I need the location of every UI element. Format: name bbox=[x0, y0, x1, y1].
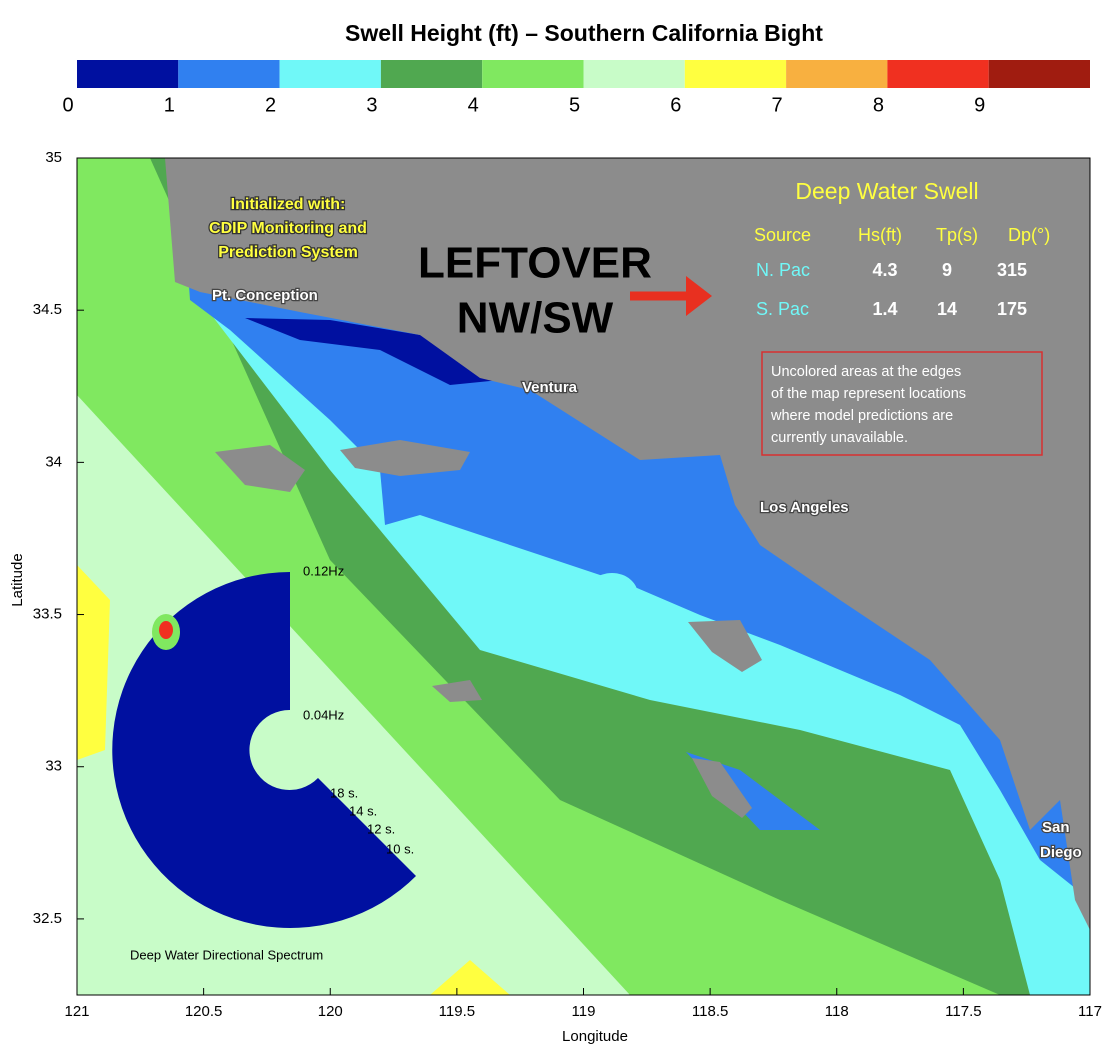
arrow bbox=[686, 276, 712, 316]
colorbar-tick-label: 7 bbox=[772, 94, 783, 116]
table-value: 14 bbox=[937, 299, 957, 319]
colorbar-segment bbox=[684, 60, 787, 88]
x-tick-label: 119.5 bbox=[439, 1003, 475, 1020]
swell-zone bbox=[430, 960, 510, 995]
note-box bbox=[761, 351, 1043, 456]
colorbar-segment bbox=[988, 60, 1090, 88]
callout: LEFTOVER bbox=[418, 239, 652, 288]
island bbox=[432, 680, 482, 702]
y-tick-label: 32.5 bbox=[33, 910, 62, 927]
colorbar-segment bbox=[887, 60, 989, 88]
place-label: Pt. Conception bbox=[212, 287, 318, 304]
colorbar-segment bbox=[786, 60, 888, 88]
place-label: Ventura bbox=[522, 379, 578, 396]
colorbar-tick-label: 5 bbox=[569, 94, 580, 116]
init-note: CDIP Monitoring and bbox=[209, 220, 367, 237]
table-source: S. Pac bbox=[756, 299, 809, 319]
table-title: Deep Water Swell bbox=[795, 178, 978, 204]
table-header: Source bbox=[754, 225, 811, 245]
y-tick-label: 34 bbox=[45, 453, 62, 470]
x-axis-label: Longitude bbox=[562, 1028, 628, 1045]
table-value: 1.4 bbox=[872, 299, 897, 319]
island bbox=[692, 758, 752, 818]
swell-zone bbox=[77, 565, 110, 760]
colorbar-segment bbox=[279, 60, 381, 88]
x-tick-label: 117 bbox=[1078, 1003, 1102, 1020]
y-tick-label: 35 bbox=[45, 149, 62, 166]
y-tick-label: 33 bbox=[45, 758, 62, 775]
note: of the map represent locations bbox=[771, 386, 966, 402]
table-source: N. Pac bbox=[756, 260, 810, 280]
init-note: Prediction System bbox=[218, 244, 358, 261]
place-label: San bbox=[1042, 819, 1070, 836]
table-header: Hs(ft) bbox=[858, 225, 902, 245]
place-label: Los Angeles bbox=[760, 499, 849, 516]
land bbox=[165, 158, 1090, 930]
y-tick-label: 33.5 bbox=[33, 606, 62, 623]
table-value: 9 bbox=[942, 260, 952, 280]
colorbar-tick-label: 6 bbox=[670, 94, 681, 116]
axes: 121 120.5 120 119.5 119 118.5 118 117.5 117 35 34.… bbox=[33, 149, 1102, 1020]
table-value: 315 bbox=[997, 260, 1027, 280]
colorbar-tick-label: 0 bbox=[62, 94, 73, 116]
period-label: 10 s. bbox=[386, 841, 414, 856]
x-tick-label: 121 bbox=[64, 1003, 89, 1020]
colorbar-segment bbox=[583, 60, 685, 88]
period-label: 12 s. bbox=[367, 821, 395, 836]
note: where model predictions are bbox=[770, 408, 953, 424]
y-tick-label: 34.5 bbox=[33, 301, 62, 318]
note: Uncolored areas at the edges bbox=[771, 364, 961, 380]
island bbox=[340, 440, 470, 476]
colorbar-tick-label: 2 bbox=[265, 94, 276, 116]
island bbox=[215, 445, 305, 492]
table-value: 4.3 bbox=[872, 260, 897, 280]
x-tick-label: 118 bbox=[825, 1003, 849, 1020]
x-tick-label: 120.5 bbox=[185, 1003, 223, 1020]
x-tick-label: 119 bbox=[572, 1003, 596, 1020]
table-header: Tp(s) bbox=[936, 225, 978, 245]
swell-zone bbox=[245, 318, 500, 385]
colorbar-tick-label: 8 bbox=[873, 94, 884, 116]
title: Swell Height (ft) – Southern California … bbox=[345, 20, 823, 46]
place-label: Diego bbox=[1040, 844, 1082, 861]
table-value: 175 bbox=[997, 299, 1027, 319]
colorbar-tick-label: 1 bbox=[164, 94, 175, 116]
colorbar-tick-label: 4 bbox=[468, 94, 479, 116]
x-tick-label: 118.5 bbox=[692, 1003, 728, 1020]
colorbar: 0 1 2 3 4 5 6 7 8 9 bbox=[62, 60, 1090, 116]
freq-label: 0.12Hz bbox=[303, 563, 344, 578]
swell-table: Source Hs(ft) Tp(s) Dp(°) N. Pac 4.3 9 315 S. Pa… bbox=[754, 225, 1050, 319]
spectrum-wedge bbox=[112, 572, 416, 928]
map bbox=[77, 158, 1090, 995]
note: currently unavailable. bbox=[771, 430, 908, 446]
period-label: 18 s. bbox=[330, 785, 358, 800]
swell-zone bbox=[586, 573, 638, 617]
x-tick-label: 120 bbox=[318, 1003, 343, 1020]
y-axis-label: Latitude bbox=[9, 553, 26, 606]
colorbar-tick-label: 9 bbox=[974, 94, 985, 116]
x-tick-label: 117.5 bbox=[945, 1003, 981, 1020]
init-note: Initialized with: bbox=[231, 196, 346, 213]
island bbox=[688, 620, 762, 672]
freq-label: 0.04Hz bbox=[303, 707, 344, 722]
colorbar-segment bbox=[482, 60, 584, 88]
colorbar-segment bbox=[380, 60, 483, 88]
spectrum-title: Deep Water Directional Spectrum bbox=[130, 947, 323, 962]
table-header: Dp(°) bbox=[1008, 225, 1050, 245]
colorbar-tick-label: 3 bbox=[366, 94, 377, 116]
period-label: 14 s. bbox=[349, 803, 377, 818]
colorbar-segment bbox=[77, 60, 179, 88]
spectrum-peak bbox=[159, 621, 173, 639]
colorbar-segment bbox=[178, 60, 280, 88]
callout: NW/SW bbox=[457, 294, 614, 343]
